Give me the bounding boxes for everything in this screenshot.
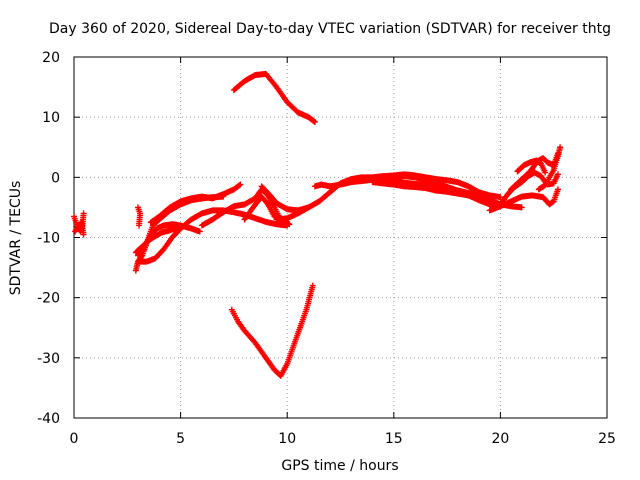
x-axis-label: GPS time / hours — [281, 458, 398, 474]
x-tick-label: 15 — [385, 431, 403, 447]
grid — [74, 57, 607, 418]
data-point — [554, 171, 561, 178]
y-axis-label: SDTVAR / TECUs — [8, 181, 24, 296]
chart-title: Day 360 of 2020, Sidereal Day-to-day VTE… — [49, 21, 611, 37]
y-axis: -40 -30 -20 -10 0 10 20 — [37, 50, 607, 427]
data-point — [196, 228, 203, 235]
series-pass-s — [514, 157, 549, 176]
data-point — [542, 169, 549, 176]
data-point — [236, 182, 243, 189]
series-pass-v — [228, 282, 316, 379]
data-point — [80, 231, 87, 238]
y-tick-label: -30 — [37, 351, 60, 367]
series-pass-g — [137, 207, 291, 265]
data-point — [311, 118, 318, 125]
data-point — [136, 222, 143, 229]
x-tick-label: 5 — [176, 431, 185, 447]
data-point — [80, 210, 87, 217]
data-point — [557, 144, 564, 151]
x-tick-label: 25 — [598, 431, 616, 447]
series-pass-p — [486, 186, 561, 214]
data-point — [237, 181, 244, 188]
y-tick-label: 20 — [42, 50, 60, 66]
data-point — [286, 221, 293, 228]
data-point — [497, 194, 504, 201]
y-tick-label: 10 — [42, 110, 60, 126]
y-tick-label: -40 — [37, 411, 60, 427]
x-axis: 0 5 10 15 20 25 — [70, 57, 616, 447]
x-tick-label: 10 — [278, 431, 296, 447]
series-pass-e — [132, 223, 184, 256]
data-points — [71, 70, 564, 379]
y-tick-label: -20 — [37, 291, 60, 307]
data-point — [554, 186, 561, 193]
data-point — [309, 282, 316, 289]
y-tick-label: 0 — [51, 170, 60, 186]
series-pass-u — [230, 70, 318, 125]
x-tick-label: 20 — [491, 431, 509, 447]
data-point — [518, 204, 525, 211]
series-pass-c — [134, 204, 144, 229]
series-pass-b — [72, 219, 87, 238]
data-point — [140, 247, 147, 254]
series-pass-t — [535, 144, 564, 193]
series-pass-h — [147, 181, 244, 226]
x-tick-label: 0 — [70, 431, 79, 447]
y-tick-label: -10 — [37, 231, 60, 247]
